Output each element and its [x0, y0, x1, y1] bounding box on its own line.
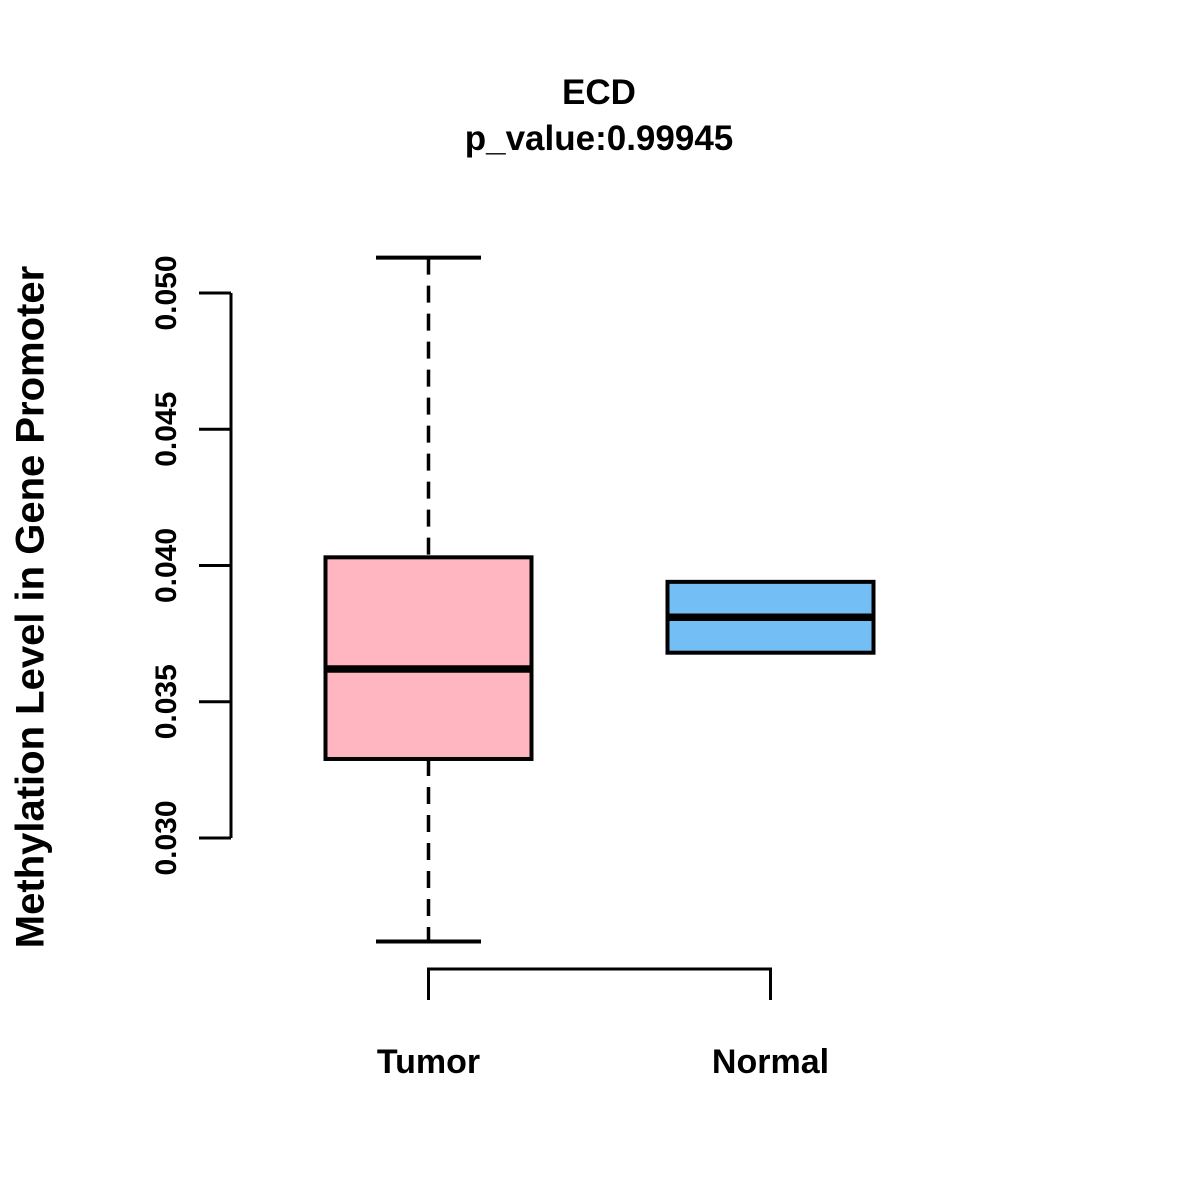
y-tick-label: 0.030 — [150, 800, 183, 875]
y-tick-label: 0.040 — [150, 528, 183, 603]
x-category-label-tumor: Tumor — [377, 1043, 480, 1081]
y-tick-label: 0.035 — [150, 664, 183, 739]
y-tick-label: 0.045 — [150, 392, 183, 467]
y-tick-label: 0.050 — [150, 255, 183, 330]
title-block: ECD p_value:0.99945 — [0, 70, 1198, 162]
tumor-box — [323, 555, 534, 761]
chart-title: ECD — [562, 73, 636, 112]
chart-subtitle: p_value:0.99945 — [464, 119, 734, 158]
x-category-label-normal: Normal — [712, 1043, 829, 1081]
x-axis-bracket — [427, 967, 772, 1000]
